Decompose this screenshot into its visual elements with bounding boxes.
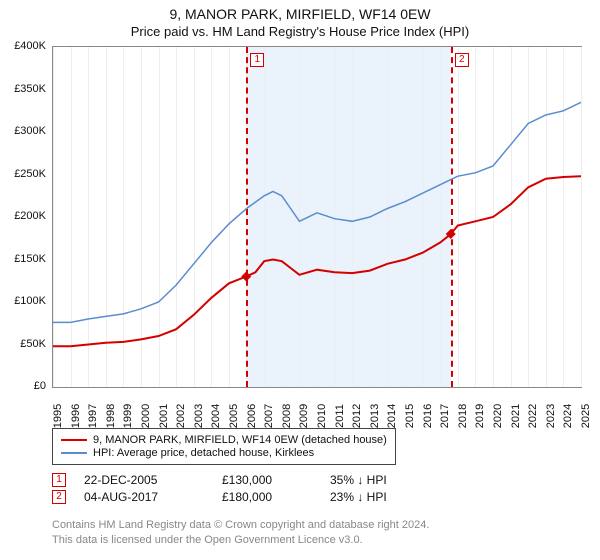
x-tick-label: 2025 [580,404,592,428]
y-tick-label: £150K [0,253,46,265]
legend-label: HPI: Average price, detached house, Kirk… [93,447,314,459]
x-tick-label: 1999 [122,404,134,428]
x-tick-label: 2000 [140,404,152,428]
sale-marker [241,272,251,282]
sale-row-marker: 2 [52,490,66,504]
sale-row: 1 22-DEC-2005 £130,000 35% ↓ HPI [52,473,387,487]
x-tick-label: 2004 [210,404,222,428]
series-svg [53,47,581,387]
x-tick-label: 2023 [545,404,557,428]
x-tick-label: 2024 [562,404,574,428]
y-tick-label: £0 [0,380,46,392]
plot-area: 12 [52,46,582,388]
y-tick-label: £350K [0,83,46,95]
legend-row: 9, MANOR PARK, MIRFIELD, WF14 0EW (detac… [61,434,387,446]
x-tick-label: 2015 [404,404,416,428]
x-tick-label: 2021 [510,404,522,428]
series-price_paid [53,176,581,346]
x-tick-label: 2006 [246,404,258,428]
y-tick-label: £50K [0,338,46,350]
y-tick-label: £200K [0,210,46,222]
chart-title: 9, MANOR PARK, MIRFIELD, WF14 0EW [0,6,600,22]
x-tick-label: 2002 [175,404,187,428]
x-tick-label: 2007 [263,404,275,428]
y-tick-label: £300K [0,125,46,137]
sale-price: £130,000 [222,473,312,487]
x-tick-label: 1995 [52,404,64,428]
x-tick-label: 2012 [351,404,363,428]
x-tick-label: 2017 [439,404,451,428]
x-tick-label: 2008 [281,404,293,428]
y-tick-label: £400K [0,40,46,52]
legend-label: 9, MANOR PARK, MIRFIELD, WF14 0EW (detac… [93,434,387,446]
sale-date: 04-AUG-2017 [84,490,204,504]
x-tick-label: 1996 [70,404,82,428]
x-tick-label: 2016 [422,404,434,428]
x-tick-label: 1997 [87,404,99,428]
y-tick-label: £100K [0,295,46,307]
x-tick-label: 2022 [527,404,539,428]
x-tick-label: 2019 [474,404,486,428]
y-tick-label: £250K [0,168,46,180]
sale-price: £180,000 [222,490,312,504]
x-tick-label: 2013 [369,404,381,428]
series-hpi [53,102,581,322]
footer-line-2: This data is licensed under the Open Gov… [52,533,429,548]
legend: 9, MANOR PARK, MIRFIELD, WF14 0EW (detac… [52,428,396,465]
x-tick-label: 2003 [193,404,205,428]
sale-delta: 23% ↓ HPI [330,490,387,504]
x-tick-label: 2009 [298,404,310,428]
sale-date: 22-DEC-2005 [84,473,204,487]
legend-swatch [61,439,87,441]
x-tick-label: 2011 [334,404,346,428]
x-tick-label: 2005 [228,404,240,428]
sale-row-marker: 1 [52,473,66,487]
x-tick-label: 2020 [492,404,504,428]
sale-delta: 35% ↓ HPI [330,473,387,487]
sales-table: 1 22-DEC-2005 £130,000 35% ↓ HPI 2 04-AUG-201… [52,470,387,507]
chart-subtitle: Price paid vs. HM Land Registry's House … [0,24,600,39]
x-tick-label: 2001 [158,404,170,428]
legend-row: HPI: Average price, detached house, Kirk… [61,447,387,459]
x-tick-label: 2018 [457,404,469,428]
x-tick-label: 2010 [316,404,328,428]
attribution-footer: Contains HM Land Registry data © Crown c… [52,518,429,548]
footer-line-1: Contains HM Land Registry data © Crown c… [52,518,429,533]
sale-row: 2 04-AUG-2017 £180,000 23% ↓ HPI [52,490,387,504]
legend-swatch [61,452,87,454]
x-tick-label: 2014 [386,404,398,428]
x-tick-label: 1998 [105,404,117,428]
gridline [581,47,582,387]
